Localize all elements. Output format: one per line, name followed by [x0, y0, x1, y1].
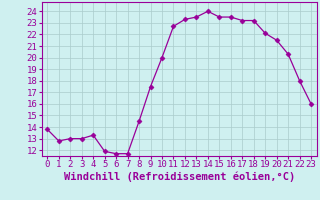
X-axis label: Windchill (Refroidissement éolien,°C): Windchill (Refroidissement éolien,°C) [64, 172, 295, 182]
